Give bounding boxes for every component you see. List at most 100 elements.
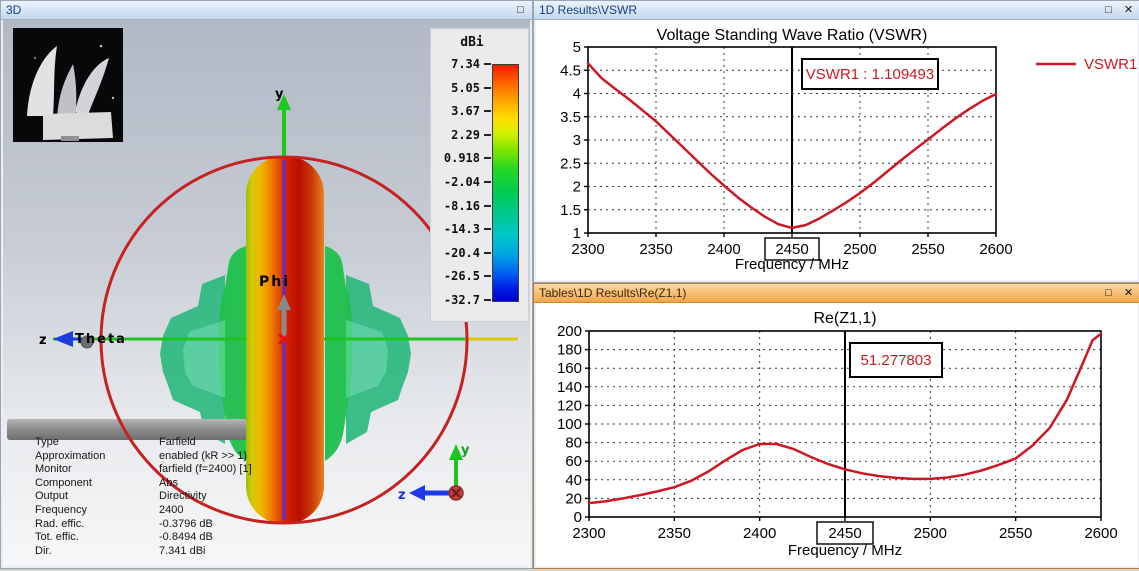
annotation-text: 51.277803 [861, 352, 932, 369]
y-tick-label: 2 [573, 179, 581, 196]
x-tick-label: 2400 [743, 525, 776, 542]
info-value: 2400 [159, 503, 184, 516]
x-tick-label: 2500 [914, 525, 947, 542]
info-label: Type [35, 436, 59, 448]
info-value: Directivity [159, 490, 207, 503]
star-dot [99, 44, 103, 48]
z-axis-label: z [39, 333, 47, 348]
maximize-icon[interactable]: □ [1105, 3, 1112, 16]
x-tick-label: 2600 [979, 241, 1012, 258]
triad-x-cross [451, 488, 461, 498]
info-value: -0.3796 dB [159, 517, 213, 530]
y-tick-label: 20 [565, 490, 582, 507]
model-thumbnail [13, 28, 123, 142]
close-icon[interactable]: ✕ [1123, 3, 1134, 16]
maximize-icon[interactable]: □ [1105, 286, 1112, 299]
x-axis-label: Frequency / MHz [735, 256, 849, 273]
y-tick-label: 3 [573, 132, 581, 149]
annotation-text: VSWR1 : 1.109493 [806, 66, 934, 83]
marker-tick-box[interactable] [764, 237, 820, 261]
chart-title: Voltage Standing Wave Ratio (VSWR) [657, 27, 928, 44]
info-value: 7.341 dBi [159, 544, 206, 557]
y-tick-label: 120 [557, 397, 582, 414]
annotation-box [849, 342, 943, 378]
info-row: Frequency 2400 [35, 504, 252, 518]
series-curve[interactable] [586, 62, 998, 230]
3d-viewport[interactable]: y z Theta Phi y z dBi 7.34 5.05 3.67 2.29 0.… [3, 20, 530, 566]
titlebar-rez[interactable]: Tables\1D Results\Re(Z1,1) □ ✕ [534, 284, 1139, 303]
x-tick-label: 2350 [658, 525, 691, 542]
star-dot [34, 57, 36, 59]
vswr-chart-area: 1 1.5 2 2.5 3 3.5 4 4.5 5 2300 2350 2400 2450 2500 255… [536, 20, 1138, 280]
titlebar-vswr[interactable]: 1D Results\VSWR □ ✕ [534, 1, 1139, 20]
info-row: Type Farfield [35, 436, 252, 450]
colorbar-tick-mark [484, 157, 491, 160]
x-tick-label: 2550 [999, 525, 1032, 542]
antenna-petal-right [75, 58, 109, 118]
annotation-box [801, 58, 939, 90]
info-row: Approximation enabled (kR >> 1) [35, 450, 252, 464]
lobe-inner [219, 246, 246, 461]
origin-x-icon [277, 332, 291, 346]
info-label: Component [35, 476, 92, 489]
window-rez: Tables\1D Results\Re(Z1,1) □ ✕ 0 20 40 60 80… [533, 283, 1139, 569]
colorbar-tick-label: 2.29 [451, 127, 480, 142]
y-tick-label: 200 [557, 323, 582, 340]
marker-tick-box[interactable] [816, 521, 874, 545]
maximize-icon[interactable]: □ [517, 3, 524, 16]
y-tick-label: 3.5 [560, 109, 581, 126]
close-icon[interactable]: ✕ [1123, 286, 1134, 299]
y-tick-label: 4.5 [560, 62, 581, 79]
y-tick-label: 4 [573, 86, 581, 103]
colorbar-tick-mark [484, 86, 491, 89]
y-tick-label: 0 [574, 509, 582, 526]
info-row: Rad. effic. -0.3796 dB [35, 518, 252, 532]
colorbar-tick-label: 3.67 [451, 104, 480, 119]
y-tick-label: 60 [565, 453, 582, 470]
y-tick-label: 80 [565, 435, 582, 452]
y-tick-label: 180 [557, 342, 582, 359]
vswr-chart[interactable]: 1 1.5 2 2.5 3 3.5 4 4.5 5 2300 2350 2400 2450 2500 255… [536, 20, 1138, 280]
legend-label: VSWR1 [1084, 56, 1137, 73]
info-label: Output [35, 490, 69, 503]
colorbar: dBi 7.34 5.05 3.67 2.29 0.918 -2.04 -8.16 -14.3… [430, 28, 529, 322]
colorbar-tick-mark [484, 63, 491, 65]
info-value: farfield (f=2400) [1] [159, 463, 252, 476]
theta-circle [99, 155, 469, 525]
colorbar-tick-label: -14.3 [443, 222, 480, 237]
triad-y-label: y [461, 443, 470, 458]
z-arrow-icon [53, 331, 73, 347]
colorbar-tick-mark [484, 133, 491, 136]
info-label: Approximation [35, 449, 106, 462]
series-curve[interactable] [587, 332, 1103, 505]
theta-handle[interactable] [80, 335, 94, 349]
window-title: 3D [6, 3, 22, 17]
star-dot [111, 96, 115, 100]
window-title: 1D Results\VSWR [539, 3, 638, 17]
titlebar-3d[interactable]: 3D □ [1, 1, 532, 20]
x-tick-label: 2550 [911, 241, 944, 258]
triad-z-label: z [398, 488, 406, 503]
antenna-petal-left [27, 46, 57, 116]
coordinate-triad[interactable]: y z [398, 443, 470, 503]
x-tick-label: 2500 [843, 241, 876, 258]
phi-arrow-icon [277, 294, 291, 310]
antenna-base [43, 112, 113, 140]
chart-title: Re(Z1,1) [813, 310, 876, 327]
colorbar-tick-label: 5.05 [451, 80, 480, 95]
colorbar-gradient [492, 64, 519, 302]
y-axis-label: y [275, 87, 284, 102]
info-row: Component Abs [35, 477, 252, 491]
window-vswr: 1D Results\VSWR □ ✕ 1 1.5 2 2.5 3 3.5 4 4.5 5 230… [533, 0, 1139, 283]
window-3d: 3D □ [0, 0, 533, 569]
y-tick-label: 160 [557, 360, 582, 377]
info-value: enabled (kR >> 1) [159, 449, 248, 462]
info-row: Tot. effic. -0.8494 dB [35, 531, 252, 545]
info-label: Frequency [35, 503, 87, 516]
colorbar-tick-mark [484, 275, 491, 278]
colorbar-tick-label: -32.7 [443, 293, 480, 307]
y-arrow-icon [277, 94, 291, 110]
feed-bar [7, 419, 259, 440]
info-row: Output Directivity [35, 490, 252, 504]
